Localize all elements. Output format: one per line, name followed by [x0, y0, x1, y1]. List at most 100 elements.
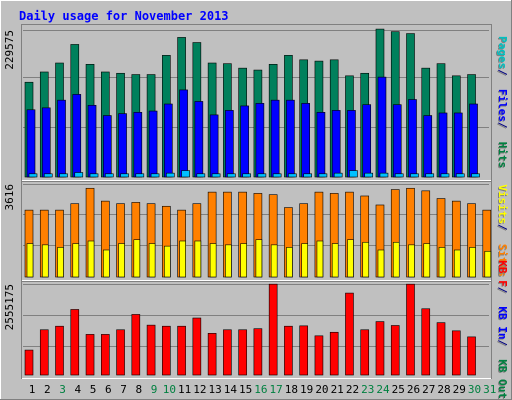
- bar-kbf-16: [253, 328, 263, 376]
- bar-pages-13: [211, 173, 221, 178]
- x-tick-label-15: 15: [239, 383, 252, 396]
- bar-files-17: [270, 99, 280, 178]
- bar-pages-21: [333, 172, 343, 178]
- bar-kbf-7: [116, 329, 125, 376]
- y-series-label-shadow: /: [495, 340, 508, 347]
- bar-files-13: [209, 114, 219, 178]
- bar-pages-3: [59, 173, 68, 178]
- bar-visits-4: [72, 243, 80, 278]
- x-tick-label-4: 4: [74, 383, 81, 396]
- bar-kbf-6: [101, 334, 110, 376]
- y-series-label-shadow: Visits: [495, 185, 508, 225]
- bar-files-19: [301, 103, 310, 178]
- bar-kbf-13: [207, 333, 217, 376]
- bar-pages-16: [257, 173, 267, 178]
- bar-pages-1: [28, 173, 38, 178]
- bar-files-22: [347, 110, 356, 178]
- y-series-label-sep: /: [496, 122, 509, 129]
- x-tick-label-25: 25: [392, 383, 405, 396]
- bar-kbf-10: [162, 325, 171, 376]
- bar-pages-27: [425, 173, 435, 178]
- bar-files-21: [331, 110, 341, 178]
- bar-files-11: [179, 89, 188, 178]
- y-series-label-shadow: /: [495, 288, 508, 295]
- bar-files-12: [194, 101, 204, 178]
- bar-visits-7: [118, 243, 125, 278]
- bar-kbf-14: [223, 329, 232, 376]
- x-axis-labels: 1 2 3 4 5 6 7 8 9 10 11 12 13 14 15 16 17 18 19 20 21 22 23 24 2…: [29, 383, 497, 396]
- bar-kbf-17: [268, 283, 278, 376]
- y-series-label-sep: /: [496, 224, 509, 231]
- bar-visits-17: [270, 244, 278, 278]
- bar-kbf-26: [406, 283, 415, 376]
- y-series-label-shadow: Files: [495, 90, 508, 123]
- y-series-label-shadow: /: [495, 225, 508, 232]
- bar-visits-30: [469, 247, 476, 278]
- x-tick-label-30: 30: [468, 383, 481, 396]
- bar-visits-9: [148, 243, 156, 278]
- bar-pages-24: [379, 172, 389, 178]
- bar-files-15: [240, 105, 249, 178]
- y-series-label-shadow: Hits: [495, 143, 508, 170]
- bar-files-9: [148, 110, 158, 178]
- bar-kbf-20: [314, 335, 324, 376]
- bar-files-26: [408, 99, 417, 178]
- bar-visits-24: [377, 249, 385, 278]
- bar-kbf-11: [177, 325, 186, 376]
- bar-files-7: [118, 113, 127, 178]
- bar-pages-19: [303, 173, 312, 178]
- bar-visits-29: [453, 249, 461, 278]
- bar-visits-27: [423, 243, 431, 278]
- bar-pages-4: [74, 172, 84, 178]
- bar-visits-21: [331, 243, 339, 278]
- bar-pages-9: [150, 173, 160, 178]
- x-tick-label-5: 5: [90, 383, 97, 396]
- bar-files-25: [392, 104, 402, 178]
- x-tick-label-7: 7: [120, 383, 127, 396]
- bar-pages-7: [120, 173, 129, 178]
- bar-visits-18: [286, 247, 293, 278]
- x-tick-label-19: 19: [300, 383, 313, 396]
- x-tick-label-11: 11: [178, 383, 191, 396]
- bar-files-27: [423, 115, 433, 178]
- y-series-label-sites: Sites: [496, 244, 509, 277]
- bar-kbf-18: [284, 325, 293, 376]
- bar-pages-12: [196, 173, 206, 178]
- bar-files-16: [255, 103, 265, 178]
- x-tick-label-24: 24: [376, 383, 390, 396]
- x-tick-label-6: 6: [105, 383, 112, 396]
- x-tick-label-14: 14: [224, 383, 238, 396]
- bar-pages-22: [349, 170, 358, 178]
- x-tick-label-27: 27: [422, 383, 435, 396]
- y-series-label-shadow: Sites: [495, 245, 508, 278]
- bar-files-3: [57, 99, 66, 178]
- bar-files-5: [87, 104, 97, 178]
- bar-kbf-25: [390, 325, 400, 376]
- bar-visits-25: [392, 241, 400, 278]
- bar-pages-17: [272, 173, 282, 178]
- chart-title: Daily usage for November 2013: [19, 9, 229, 23]
- bar-pages-28: [440, 173, 450, 178]
- x-tick-label-18: 18: [285, 383, 298, 396]
- bar-visits-5: [87, 240, 95, 278]
- x-tick-label-26: 26: [407, 383, 420, 396]
- x-tick-label-29: 29: [453, 383, 466, 396]
- bar-visits-12: [194, 240, 202, 278]
- bar-pages-25: [394, 173, 404, 178]
- bar-visits-19: [301, 243, 308, 278]
- bar-visits-26: [408, 244, 415, 278]
- bar-visits-22: [347, 239, 354, 278]
- bar-visits-11: [179, 240, 186, 278]
- bar-files-24: [377, 76, 387, 178]
- x-tick-label-3: 3: [59, 383, 66, 396]
- bar-kbf-21: [329, 331, 339, 376]
- bar-visits-1: [26, 243, 34, 278]
- bar-pages-15: [242, 173, 251, 178]
- y-series-label-files: Files: [496, 89, 509, 122]
